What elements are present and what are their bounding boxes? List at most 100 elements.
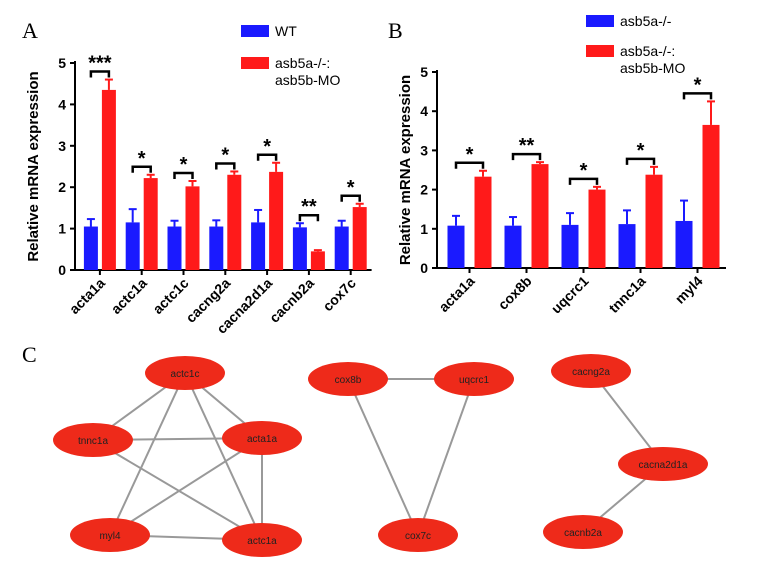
legend-label: asb5a-/-: [275, 55, 330, 71]
y-tick-label: 5 [58, 55, 66, 71]
bar [588, 189, 606, 268]
significance-bracket [682, 92, 713, 100]
bar [645, 174, 663, 268]
significance-bracket [511, 152, 542, 161]
network-node-label: actc1a [247, 536, 277, 547]
network-edge [417, 378, 475, 536]
significance-bracket [340, 194, 361, 202]
significance-label: * [347, 177, 355, 199]
network-node [222, 523, 302, 557]
bar [702, 124, 720, 268]
bar [101, 89, 116, 270]
x-tick-label: acta1a [435, 273, 477, 315]
network-edge [92, 439, 263, 541]
x-tick-label: acta1a [66, 275, 108, 317]
x-tick-label: myl4 [672, 273, 706, 307]
legend-label: asb5a-/-: [620, 43, 675, 59]
bar [185, 186, 200, 270]
y-tick-label: 4 [58, 96, 66, 112]
legend-swatch [241, 25, 269, 37]
bar [227, 174, 242, 270]
network-edge [347, 378, 419, 536]
network-node-label: cacna2d1a [639, 460, 688, 471]
bar [531, 164, 549, 268]
bar [209, 226, 224, 270]
panel-label-b: B [388, 18, 403, 43]
y-tick-label: 0 [58, 262, 66, 278]
network-node [53, 423, 133, 457]
x-tick-label: uqcrc1 [548, 273, 592, 317]
x-tick-label: cox8b [495, 273, 535, 313]
bar [310, 251, 325, 270]
network-node-label: uqcrc1 [459, 375, 489, 386]
legend-label: WT [275, 23, 297, 39]
significance-bracket [173, 171, 194, 179]
y-tick-label: 5 [420, 64, 428, 80]
legend-label-line2: asb5b-MO [275, 72, 340, 88]
y-axis-title: Relative mRNA expression [397, 75, 414, 265]
x-tick-label: cacnb2a [266, 275, 317, 326]
bar [292, 227, 307, 270]
bar [447, 225, 465, 268]
bar [143, 178, 158, 270]
y-tick-label: 1 [420, 221, 428, 237]
network-node [308, 362, 388, 396]
x-tick-label: actc1a [108, 275, 150, 317]
significance-bracket [298, 213, 320, 222]
network-node [434, 362, 514, 396]
x-tick-label: tnnc1a [605, 273, 648, 316]
bar [561, 224, 579, 268]
bar [167, 226, 182, 270]
chart-b: 0 1 2 3 4 5 Relative mRNA expression acta1a * cox… [397, 13, 726, 317]
significance-bracket [625, 157, 656, 165]
significance-bracket [256, 153, 278, 161]
network-edge [109, 437, 263, 536]
bar [675, 220, 693, 268]
network-node-label: cox7c [405, 531, 431, 542]
significance-label: * [580, 160, 588, 182]
significance-label: ** [301, 196, 317, 218]
y-tick-label: 4 [420, 103, 428, 119]
network-node [618, 447, 708, 481]
significance-label: * [180, 154, 188, 176]
network-node-label: myl4 [99, 531, 121, 542]
bar [83, 226, 98, 270]
significance-bracket [215, 162, 236, 170]
legend-swatch [586, 15, 614, 27]
y-axis-title: Relative mRNA expression [25, 71, 42, 261]
network-node-label: actc1c [171, 369, 200, 380]
significance-label: ** [519, 135, 535, 157]
bar [504, 225, 522, 268]
network-node-label: acta1a [247, 434, 277, 445]
legend-label: asb5a-/- [620, 13, 672, 29]
network-diagram: actc1c tnnc1a acta1a myl4 actc1a cox8b uqcrc1 c… [53, 354, 708, 557]
y-tick-label: 3 [58, 138, 66, 154]
significance-label: * [637, 140, 645, 162]
bar [474, 176, 492, 268]
network-node-label: cox8b [335, 375, 362, 386]
significance-bracket [89, 70, 111, 78]
significance-label: * [221, 144, 229, 166]
network-node-label: tnnc1a [78, 436, 108, 447]
x-tick-label: cox7c [319, 275, 359, 315]
network-edge [109, 372, 186, 536]
significance-bracket [568, 177, 599, 185]
network-node [543, 515, 623, 549]
network-node [551, 354, 631, 388]
bar [269, 171, 284, 270]
network-node [222, 421, 302, 455]
panel-label-a: A [22, 18, 38, 43]
significance-label: * [466, 144, 474, 166]
network-node [378, 518, 458, 552]
significance-label: *** [88, 53, 112, 75]
legend-label-line2: asb5b-MO [620, 60, 685, 76]
significance-label: * [263, 136, 271, 158]
legend-swatch [241, 57, 269, 69]
network-node-label: cacnb2a [564, 528, 602, 539]
bar [334, 226, 349, 270]
significance-bracket [454, 161, 485, 169]
network-node-label: cacng2a [572, 367, 610, 378]
significance-label: * [138, 148, 146, 170]
